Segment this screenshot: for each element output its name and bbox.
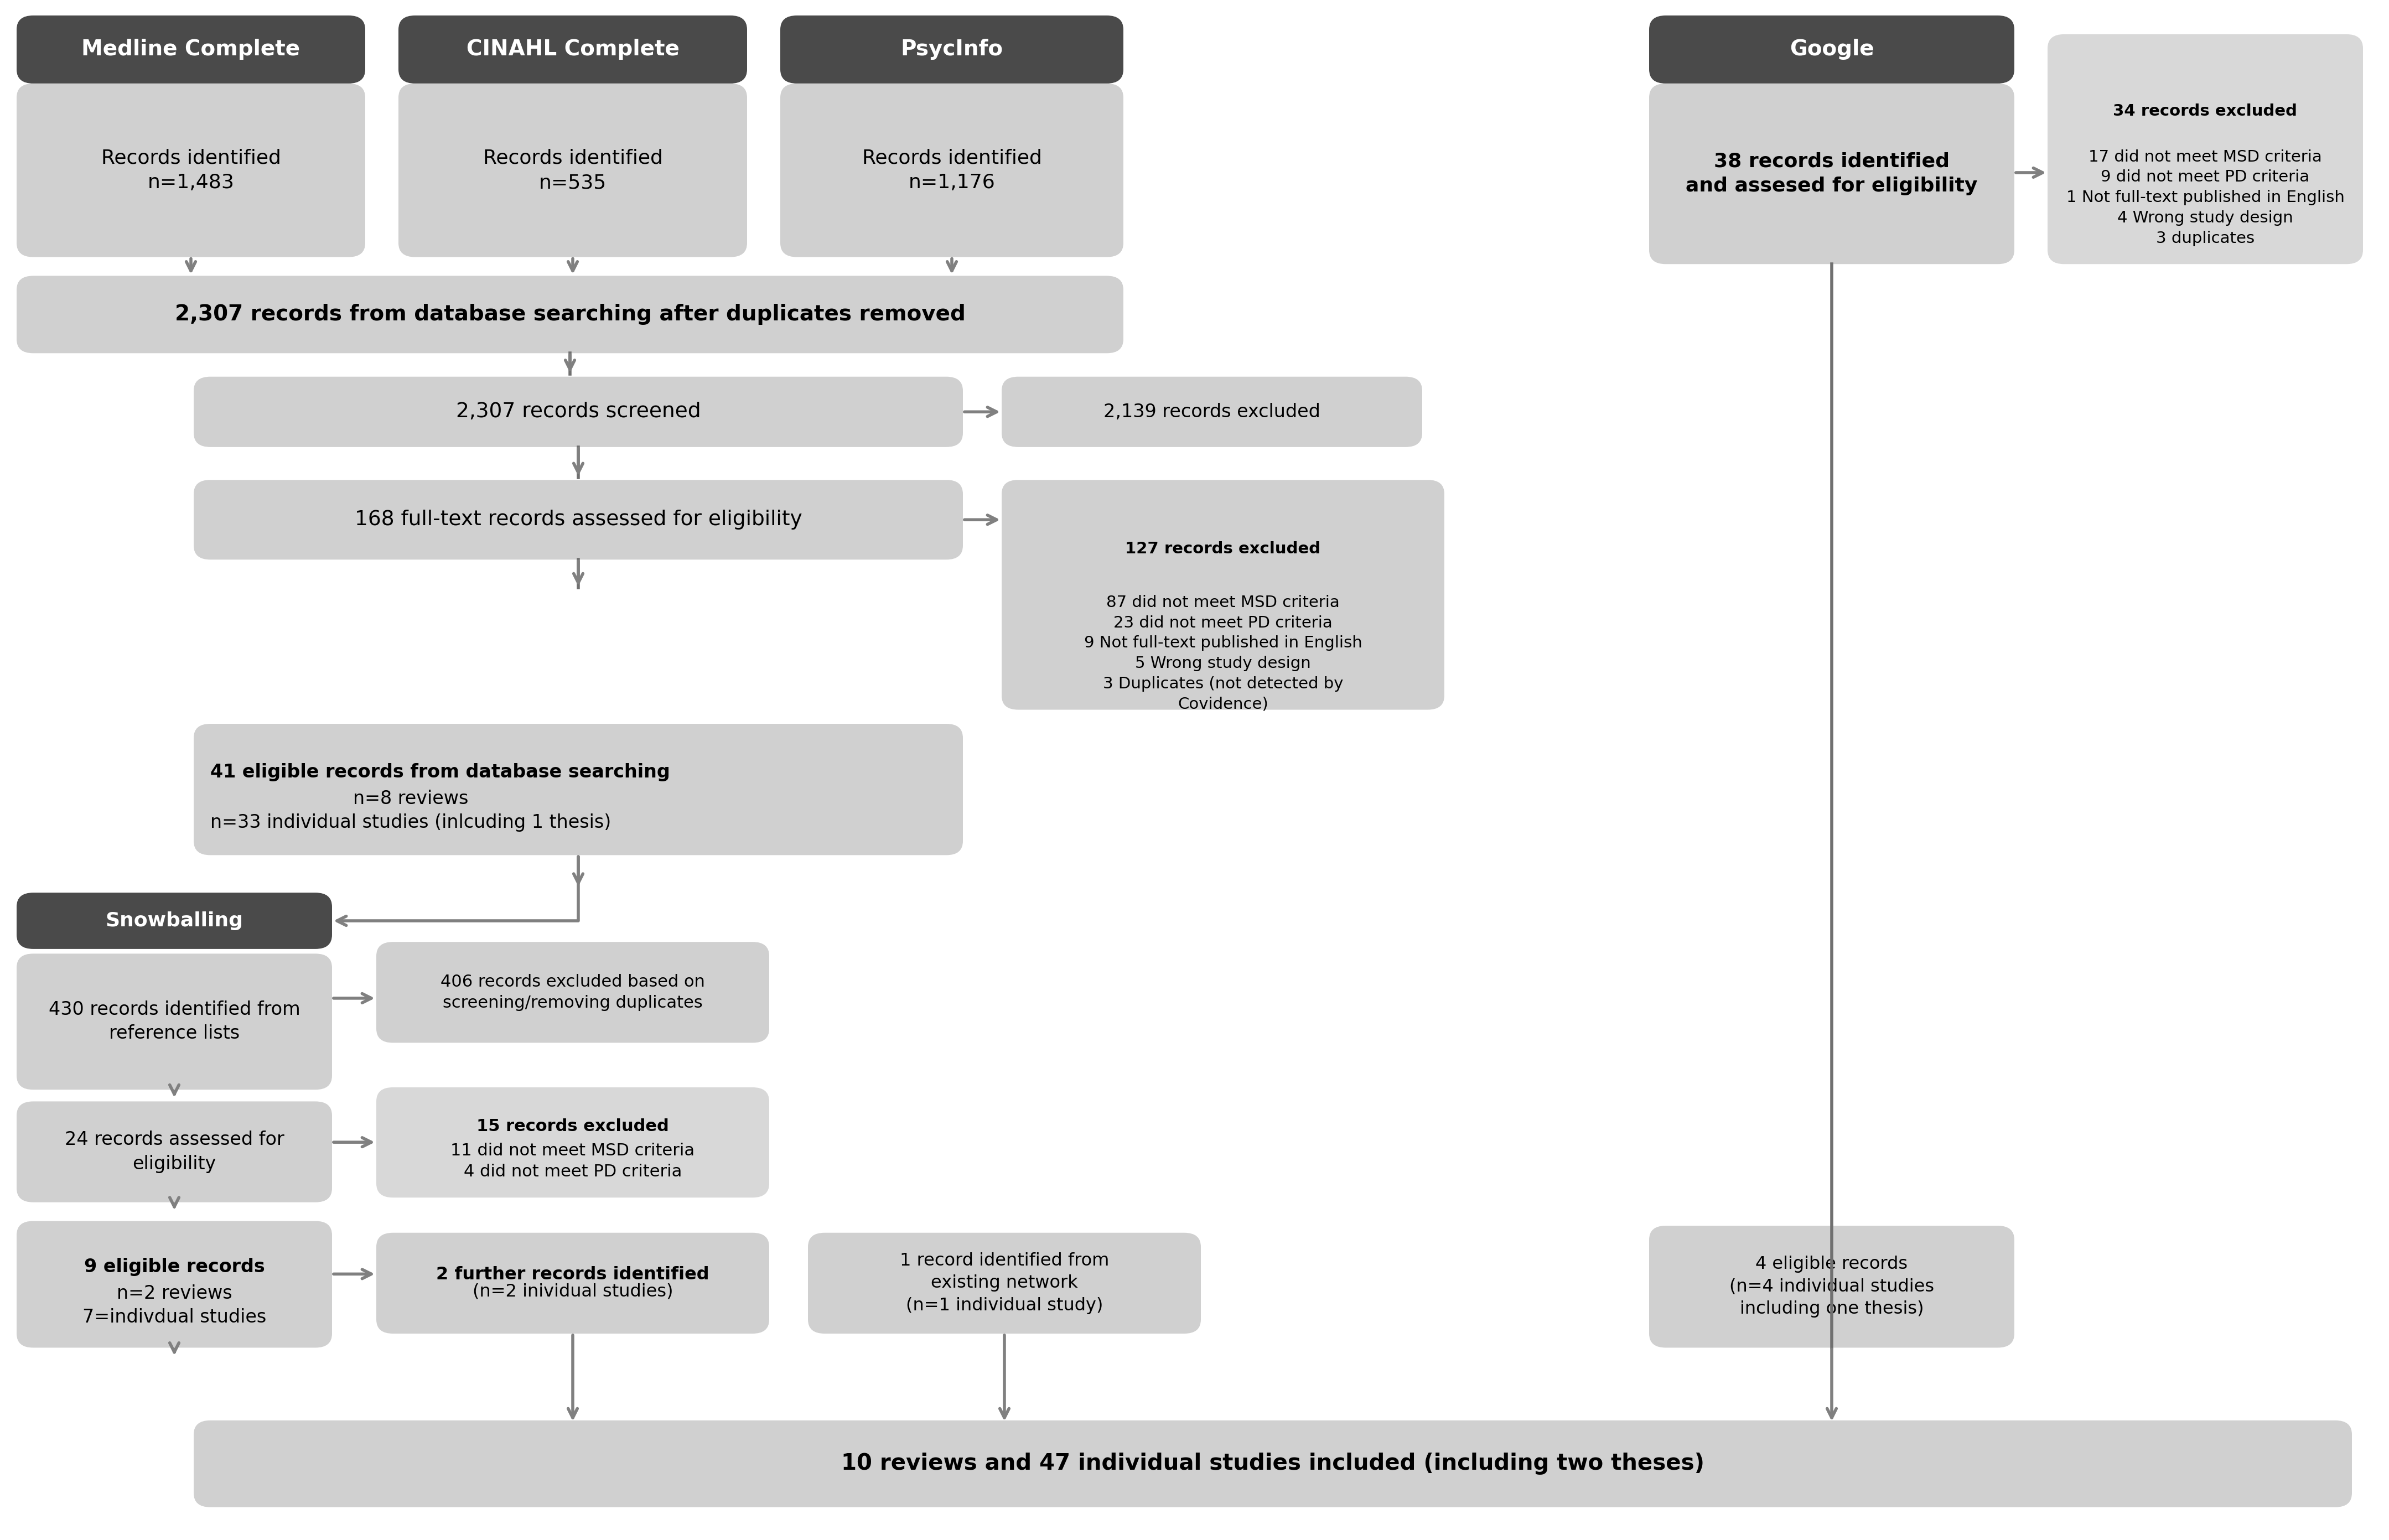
FancyBboxPatch shape xyxy=(377,1087,769,1198)
FancyBboxPatch shape xyxy=(194,377,963,447)
Text: 87 did not meet MSD criteria
23 did not meet PD criteria
9 Not full-text publish: 87 did not meet MSD criteria 23 did not … xyxy=(1085,594,1362,711)
Text: 168 full-text records assessed for eligibility: 168 full-text records assessed for eligi… xyxy=(354,510,803,530)
FancyBboxPatch shape xyxy=(781,83,1123,257)
Text: 10 reviews and 47 individual studies included (including two theses): 10 reviews and 47 individual studies inc… xyxy=(841,1452,1703,1475)
Text: 24 records assessed for
eligibility: 24 records assessed for eligibility xyxy=(65,1130,284,1173)
FancyBboxPatch shape xyxy=(17,15,366,83)
Text: 4 eligible records
(n=4 individual studies
including one thesis): 4 eligible records (n=4 individual studi… xyxy=(1730,1255,1935,1318)
FancyBboxPatch shape xyxy=(377,942,769,1043)
Text: 127 records excluded: 127 records excluded xyxy=(1125,541,1321,557)
FancyBboxPatch shape xyxy=(194,724,963,855)
Text: PsycInfo: PsycInfo xyxy=(901,38,1003,60)
Text: 1 record identified from
existing network
(n=1 individual study): 1 record identified from existing networ… xyxy=(901,1252,1108,1314)
FancyBboxPatch shape xyxy=(1001,377,1421,447)
FancyBboxPatch shape xyxy=(17,1101,332,1203)
Text: 17 did not meet MSD criteria
9 did not meet PD criteria
1 Not full-text publishe: 17 did not meet MSD criteria 9 did not m… xyxy=(2066,149,2344,246)
Text: n=8 reviews
n=33 individual studies (inlcuding 1 thesis): n=8 reviews n=33 individual studies (inl… xyxy=(210,790,612,832)
FancyBboxPatch shape xyxy=(377,1232,769,1334)
FancyBboxPatch shape xyxy=(2047,34,2363,263)
Text: CINAHL Complete: CINAHL Complete xyxy=(466,38,678,60)
Text: 406 records excluded based on
screening/removing duplicates: 406 records excluded based on screening/… xyxy=(440,973,705,1010)
FancyBboxPatch shape xyxy=(17,953,332,1090)
FancyBboxPatch shape xyxy=(1648,15,2014,83)
Text: 38 records identified
and assesed for eligibility: 38 records identified and assesed for el… xyxy=(1687,152,1978,196)
Text: Snowballing: Snowballing xyxy=(105,912,244,930)
FancyBboxPatch shape xyxy=(194,1420,2351,1508)
Text: Records identified
n=1,176: Records identified n=1,176 xyxy=(862,148,1042,192)
Text: 11 did not meet MSD criteria
4 did not meet PD criteria: 11 did not meet MSD criteria 4 did not m… xyxy=(452,1143,695,1180)
FancyBboxPatch shape xyxy=(807,1232,1202,1334)
Text: Medline Complete: Medline Complete xyxy=(81,38,301,60)
Text: 2,307 records from database searching after duplicates removed: 2,307 records from database searching af… xyxy=(174,303,965,325)
FancyBboxPatch shape xyxy=(17,893,332,949)
Text: 15 records excluded: 15 records excluded xyxy=(475,1118,669,1135)
FancyBboxPatch shape xyxy=(1648,1226,2014,1348)
FancyBboxPatch shape xyxy=(17,276,1123,353)
Text: 2,139 records excluded: 2,139 records excluded xyxy=(1104,403,1321,420)
Text: Records identified
n=1,483: Records identified n=1,483 xyxy=(100,148,282,192)
Text: 41 eligible records from database searching: 41 eligible records from database search… xyxy=(210,762,669,781)
FancyBboxPatch shape xyxy=(1648,83,2014,263)
FancyBboxPatch shape xyxy=(781,15,1123,83)
Text: Google: Google xyxy=(1789,38,1873,60)
Text: (n=2 inividual studies): (n=2 inividual studies) xyxy=(473,1283,674,1300)
Text: 2,307 records screened: 2,307 records screened xyxy=(456,402,700,422)
FancyBboxPatch shape xyxy=(194,480,963,559)
Text: 430 records identified from
reference lists: 430 records identified from reference li… xyxy=(48,1001,301,1043)
Text: n=2 reviews
7=indivdual studies: n=2 reviews 7=indivdual studies xyxy=(81,1284,265,1326)
Text: 2 further records identified: 2 further records identified xyxy=(437,1266,710,1283)
Text: 34 records excluded: 34 records excluded xyxy=(2114,103,2298,119)
FancyBboxPatch shape xyxy=(399,83,748,257)
FancyBboxPatch shape xyxy=(1001,480,1445,710)
FancyBboxPatch shape xyxy=(17,1221,332,1348)
Text: 9 eligible records: 9 eligible records xyxy=(84,1258,265,1277)
Text: Records identified
n=535: Records identified n=535 xyxy=(483,148,662,192)
FancyBboxPatch shape xyxy=(399,15,748,83)
FancyBboxPatch shape xyxy=(17,83,366,257)
